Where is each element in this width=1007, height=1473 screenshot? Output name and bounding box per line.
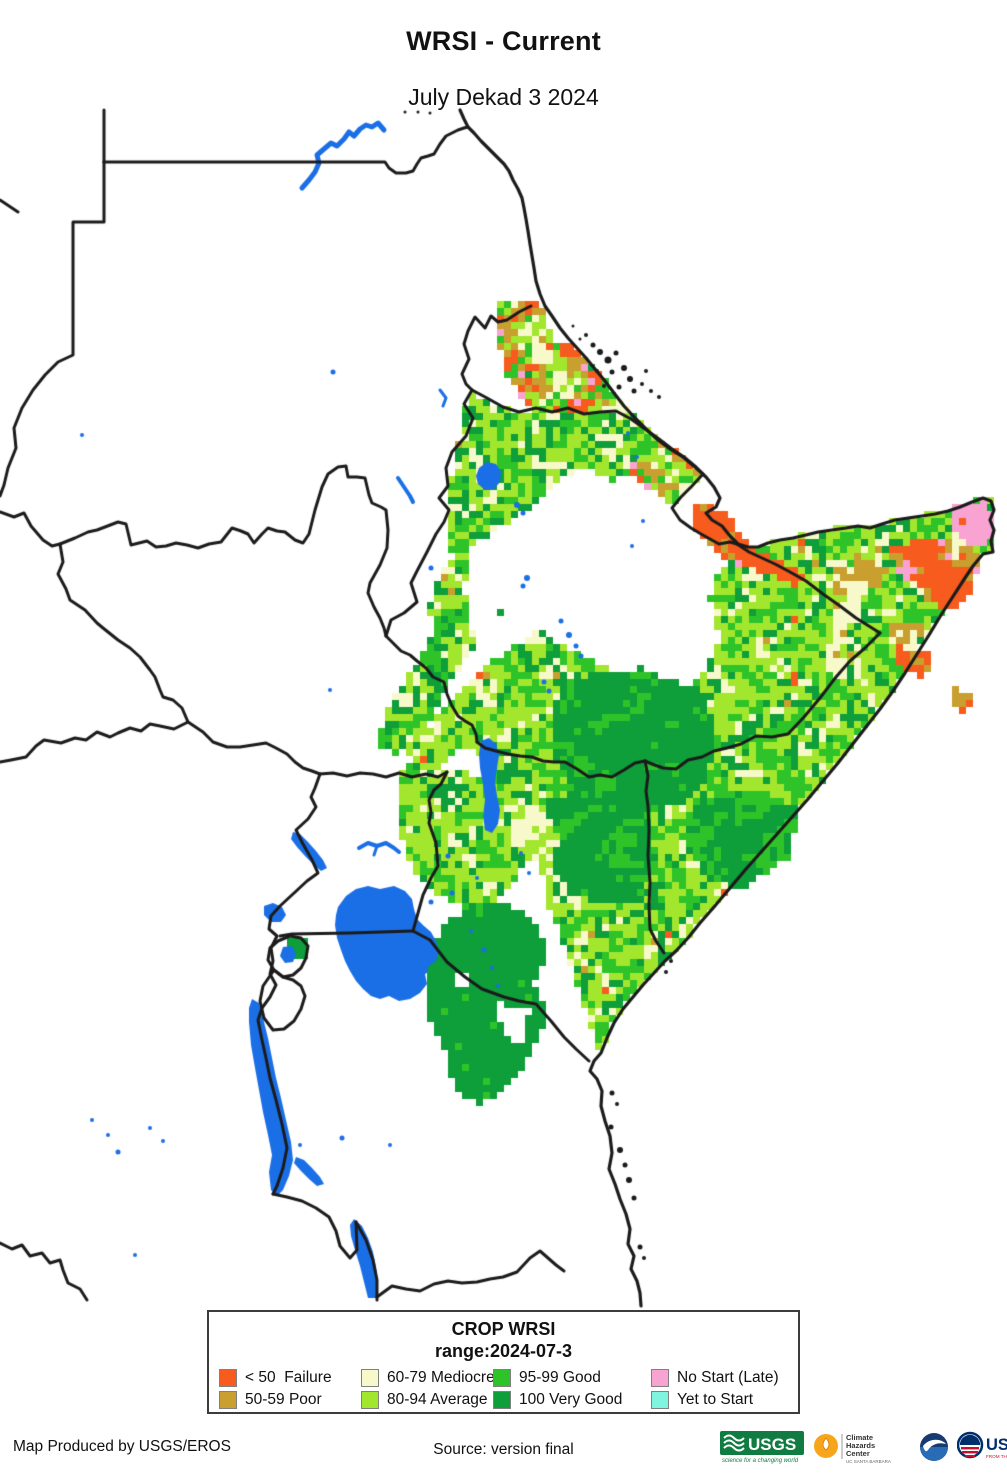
logo-strip: USGS science for a changing world Climat… — [720, 1427, 1007, 1467]
legend-item: 80-94 Average — [361, 1391, 488, 1409]
legend-swatch-M — [361, 1369, 379, 1387]
svg-text:UC SANTA BARBARA: UC SANTA BARBARA — [846, 1459, 891, 1464]
legend-item: Yet to Start — [651, 1391, 753, 1409]
svg-text:FROM THE AMERICAN PEOPLE: FROM THE AMERICAN PEOPLE — [986, 1454, 1007, 1459]
footer-source: Source: version final — [433, 1441, 574, 1458]
svg-text:USGS: USGS — [748, 1435, 796, 1454]
legend-label: < 50 Failure — [245, 1369, 332, 1386]
climate-hazards-center-logo: Climate Hazards Center UC SANTA BARBARA — [814, 1433, 891, 1464]
legend-swatch-P — [219, 1391, 237, 1409]
legend-label: 80-94 Average — [387, 1391, 488, 1408]
legend-item: < 50 Failure — [219, 1369, 332, 1387]
svg-text:Center: Center — [846, 1449, 870, 1458]
svg-text:Climate: Climate — [846, 1433, 873, 1442]
legend-item: 100 Very Good — [493, 1391, 622, 1409]
legend-swatch-N — [651, 1369, 669, 1387]
svg-text:USAID: USAID — [986, 1436, 1007, 1454]
legend-range: range:2024-07-3 — [434, 1341, 573, 1361]
usgs-logo: USGS science for a changing world — [720, 1431, 804, 1464]
svg-text:Hazards: Hazards — [846, 1441, 875, 1450]
legend-label: 50-59 Poor — [245, 1391, 322, 1408]
usaid-logo: USAID FROM THE AMERICAN PEOPLE — [957, 1431, 1007, 1459]
noaa-logo — [920, 1433, 948, 1461]
legend-item: 95-99 Good — [493, 1369, 601, 1387]
footer-produced: Map Produced by USGS/EROS — [13, 1438, 231, 1455]
legend-box: CROP WRSI range:2024-07-3 < 50 Failure 50… — [207, 1310, 800, 1414]
legend-swatch-F — [219, 1369, 237, 1387]
legend-label: 100 Very Good — [519, 1391, 623, 1408]
legend-label: Yet to Start — [677, 1391, 754, 1408]
legend-label: 60-79 Mediocre — [387, 1369, 495, 1386]
legend-item: 60-79 Mediocre — [361, 1369, 495, 1387]
legend-item: No Start (Late) — [651, 1369, 779, 1387]
legend-label: No Start (Late) — [677, 1369, 779, 1386]
svg-text:science for a changing world: science for a changing world — [722, 1458, 799, 1464]
legend-swatch-V — [493, 1391, 511, 1409]
legend-swatch-A — [361, 1391, 379, 1409]
legend-swatch-G — [493, 1369, 511, 1387]
legend-title: CROP WRSI — [451, 1319, 556, 1339]
legend-label: 95-99 Good — [519, 1369, 601, 1386]
legend-item: 50-59 Poor — [219, 1391, 322, 1409]
legend-swatch-Y — [651, 1391, 669, 1409]
